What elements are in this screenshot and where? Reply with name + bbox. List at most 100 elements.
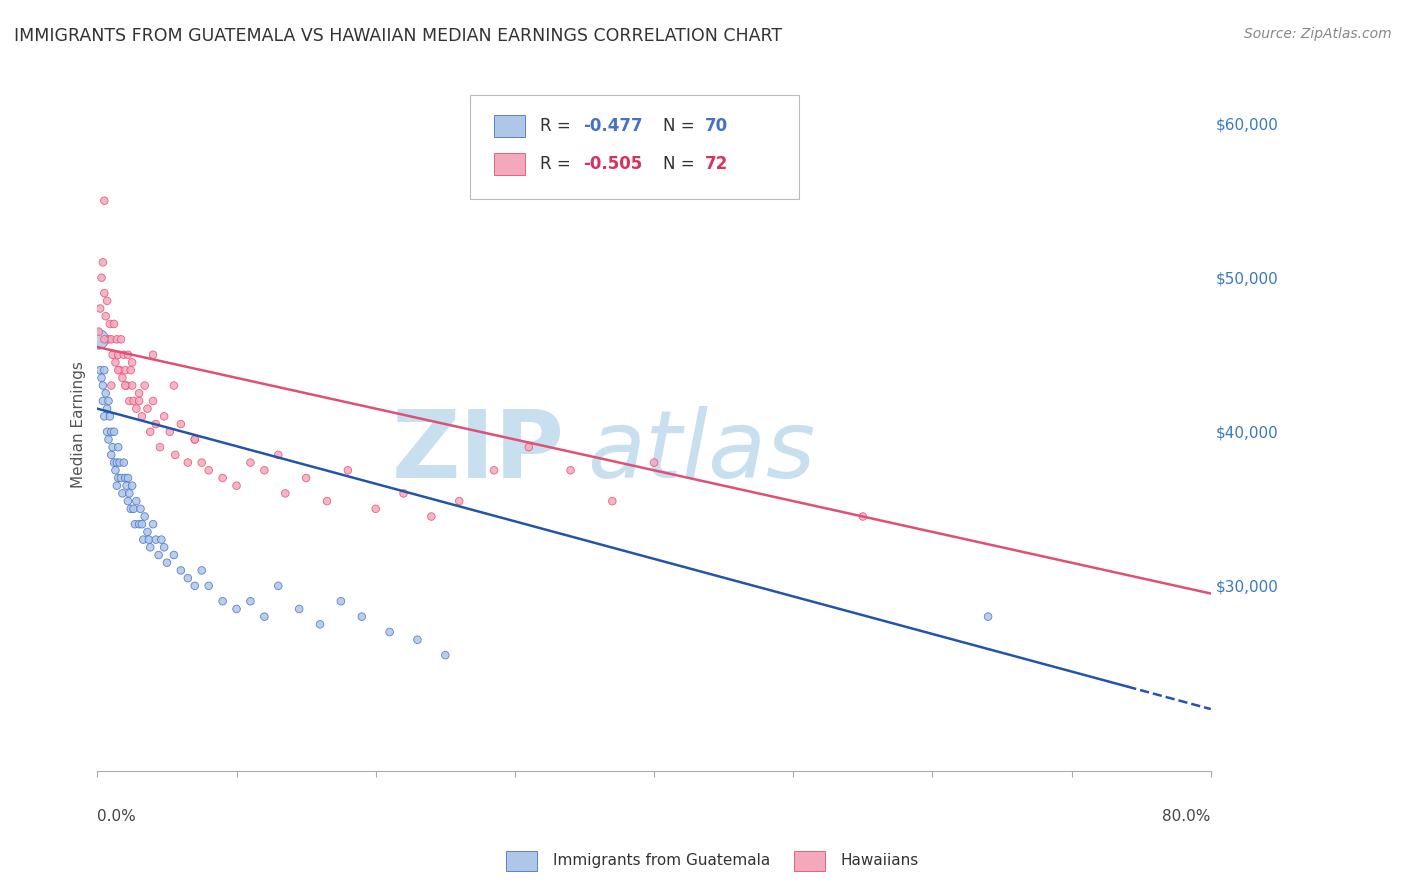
Point	[100, 448, 122, 462]
Point	[225, 479, 247, 493]
Point	[104, 463, 127, 477]
Point	[100, 425, 122, 439]
Point	[117, 471, 139, 485]
Point	[122, 501, 145, 516]
Text: 0.0%: 0.0%	[97, 809, 136, 824]
Point	[129, 501, 152, 516]
Point	[288, 602, 311, 616]
Point	[149, 440, 172, 454]
Point	[852, 509, 875, 524]
Point	[89, 301, 111, 316]
Point	[177, 571, 200, 585]
Point	[295, 471, 318, 485]
Point	[114, 471, 136, 485]
FancyBboxPatch shape	[494, 153, 524, 175]
Point	[139, 541, 162, 555]
Point	[139, 425, 162, 439]
Point	[93, 363, 115, 377]
Text: IMMIGRANTS FROM GUATEMALA VS HAWAIIAN MEDIAN EARNINGS CORRELATION CHART: IMMIGRANTS FROM GUATEMALA VS HAWAIIAN ME…	[14, 27, 782, 45]
Point	[107, 363, 129, 377]
Point	[253, 463, 276, 477]
Point	[142, 394, 165, 409]
Point	[91, 394, 114, 409]
Point	[163, 548, 186, 562]
Point	[977, 609, 1000, 624]
Point	[136, 524, 159, 539]
Point	[274, 486, 297, 500]
Point	[94, 386, 117, 401]
Point	[107, 348, 129, 362]
Y-axis label: Median Earnings: Median Earnings	[72, 360, 86, 488]
Point	[145, 533, 167, 547]
Point	[482, 463, 505, 477]
Point	[560, 463, 582, 477]
Point	[156, 556, 179, 570]
Point	[91, 378, 114, 392]
Point	[128, 386, 150, 401]
Point	[329, 594, 352, 608]
Point	[100, 332, 122, 346]
Point	[118, 394, 141, 409]
Point	[96, 293, 118, 308]
Point	[602, 494, 624, 508]
Point	[122, 394, 145, 409]
Point	[145, 417, 167, 431]
Point	[103, 317, 125, 331]
Text: Immigrants from Guatemala: Immigrants from Guatemala	[553, 854, 770, 868]
Point	[96, 425, 118, 439]
Point	[90, 371, 112, 385]
Point	[97, 332, 120, 346]
Point	[98, 317, 121, 331]
Point	[120, 501, 142, 516]
Point	[121, 479, 143, 493]
Point	[107, 440, 129, 454]
Point	[197, 579, 219, 593]
Point	[239, 594, 262, 608]
Text: ZIP: ZIP	[392, 406, 565, 498]
Point	[90, 270, 112, 285]
Text: Hawaiians: Hawaiians	[841, 854, 920, 868]
Point	[309, 617, 332, 632]
Point	[108, 456, 131, 470]
Point	[94, 310, 117, 324]
Point	[131, 409, 153, 424]
Point	[93, 332, 115, 346]
Point	[406, 632, 429, 647]
Point	[378, 625, 401, 640]
Text: -0.505: -0.505	[583, 155, 643, 173]
Point	[364, 501, 387, 516]
Point	[134, 378, 156, 392]
Point	[120, 363, 142, 377]
Text: 70: 70	[706, 117, 728, 135]
Point	[142, 517, 165, 532]
Point	[104, 355, 127, 369]
Point	[111, 486, 134, 500]
Point	[125, 401, 148, 416]
Point	[128, 394, 150, 409]
Point	[118, 486, 141, 500]
Point	[163, 378, 186, 392]
Point	[112, 456, 135, 470]
Point	[101, 440, 124, 454]
Point	[97, 394, 120, 409]
Point	[316, 494, 339, 508]
Point	[148, 548, 170, 562]
Text: R =: R =	[540, 155, 576, 173]
Point	[177, 456, 200, 470]
Point	[131, 517, 153, 532]
Point	[87, 325, 110, 339]
Text: -0.477: -0.477	[583, 117, 643, 135]
Point	[134, 509, 156, 524]
Point	[184, 433, 207, 447]
Point	[100, 378, 122, 392]
Point	[420, 509, 443, 524]
Point	[111, 371, 134, 385]
Point	[93, 286, 115, 301]
Point	[96, 401, 118, 416]
Point	[138, 533, 160, 547]
Text: Source: ZipAtlas.com: Source: ZipAtlas.com	[1244, 27, 1392, 41]
Point	[184, 433, 207, 447]
Text: 80.0%: 80.0%	[1163, 809, 1211, 824]
Point	[114, 363, 136, 377]
Point	[98, 409, 121, 424]
